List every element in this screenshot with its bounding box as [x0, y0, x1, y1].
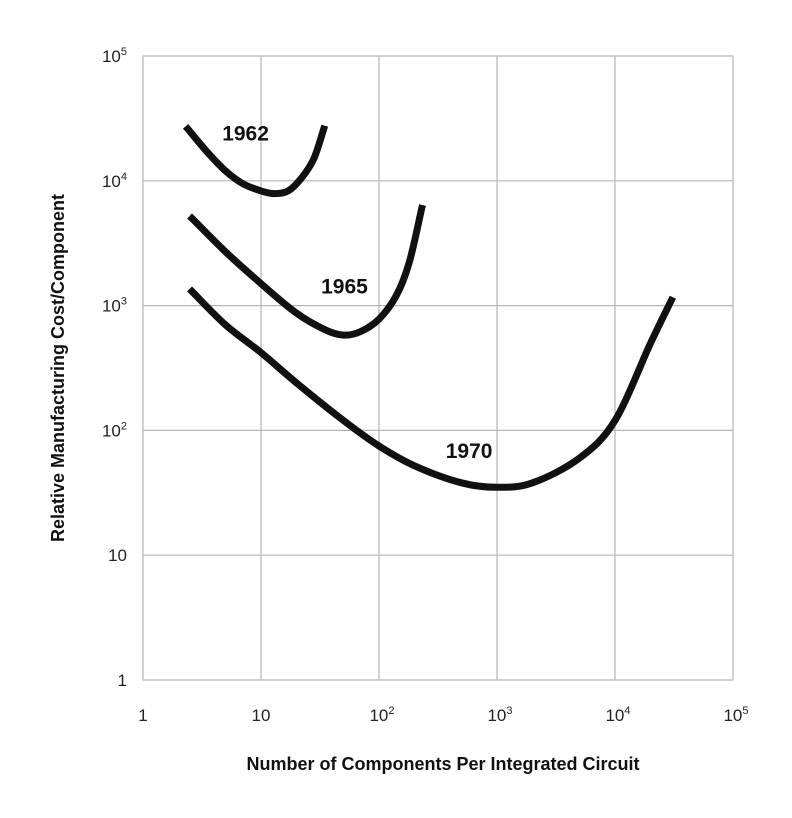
series-label-1970: 1970: [446, 440, 493, 463]
x-tick-label: 102: [369, 705, 394, 725]
x-tick-label: 1: [138, 706, 147, 725]
series-labels: 1962 1965 1970: [222, 123, 492, 463]
tick-exponent: 2: [388, 705, 394, 717]
series-line-1970: [187, 286, 676, 491]
tick-exponent: 4: [121, 171, 127, 183]
y-tick-label: 1: [118, 671, 127, 690]
tick-exponent: 3: [121, 296, 127, 308]
grid: [142, 55, 734, 681]
tick-base: 10: [605, 706, 624, 725]
series-line-1965: [187, 204, 426, 339]
x-tick-label: 103: [487, 705, 512, 725]
tick-base: 1: [138, 706, 147, 725]
x-tick-label: 10: [252, 706, 271, 725]
x-axis-title: Number of Components Per Integrated Circ…: [246, 754, 639, 774]
tick-exponent: 4: [624, 705, 630, 717]
y-tick-label: 102: [102, 420, 127, 440]
y-tick-label: 105: [102, 46, 127, 66]
tick-base: 10: [102, 172, 121, 191]
x-tick-labels: 1 10 102 103 104 105: [138, 705, 748, 725]
y-axis-title: Relative Manufacturing Cost/Component: [48, 194, 68, 542]
tick-base: 10: [102, 421, 121, 440]
x-tick-label: 104: [605, 705, 630, 725]
tick-base: 10: [252, 706, 271, 725]
tick-base: 10: [102, 47, 121, 66]
tick-base: 10: [102, 297, 121, 316]
tick-base: 10: [723, 706, 742, 725]
tick-base: 10: [369, 706, 388, 725]
y-tick-label: 104: [102, 171, 127, 191]
y-tick-label: 10: [108, 546, 127, 565]
x-tick-label: 105: [723, 705, 748, 725]
y-tick-label: 103: [102, 296, 127, 316]
series-lines: [182, 124, 676, 491]
series-label-1965: 1965: [321, 276, 368, 299]
tick-exponent: 2: [121, 420, 127, 432]
series-line-1962: [182, 124, 329, 198]
tick-exponent: 3: [506, 705, 512, 717]
tick-exponent: 5: [742, 705, 748, 717]
tick-base: 10: [108, 546, 127, 565]
series-label-1962: 1962: [222, 123, 269, 146]
tick-base: 10: [487, 706, 506, 725]
tick-base: 1: [118, 671, 127, 690]
tick-exponent: 5: [121, 46, 127, 58]
